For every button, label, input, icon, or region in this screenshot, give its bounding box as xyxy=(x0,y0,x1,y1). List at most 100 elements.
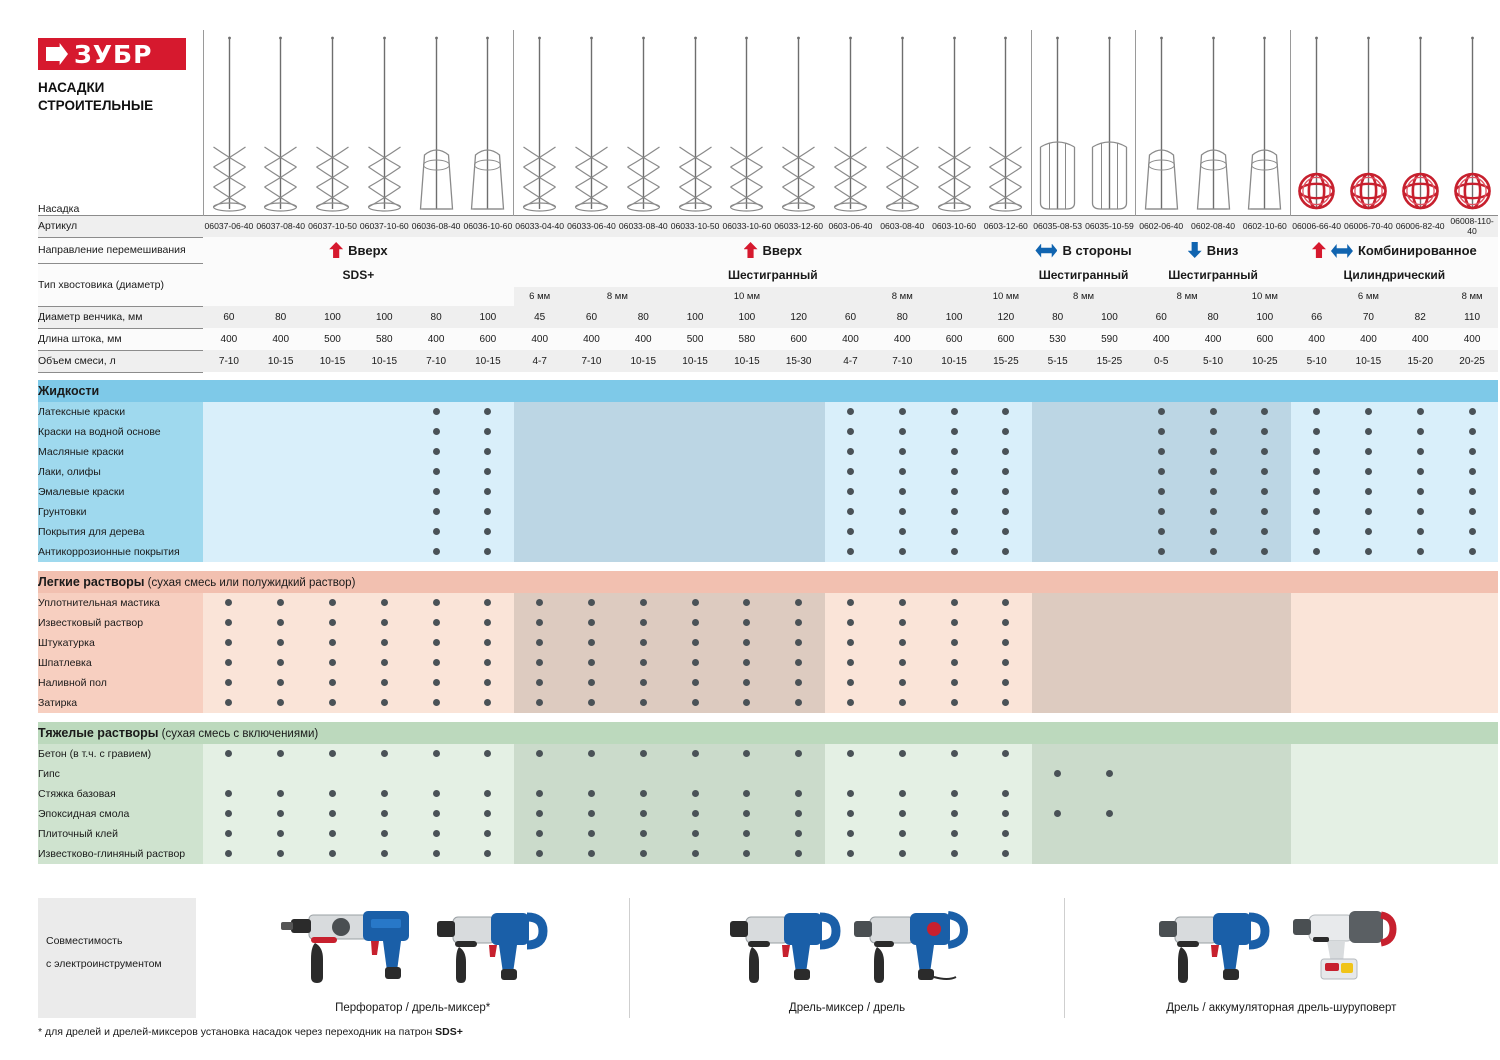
whisk-image-3 xyxy=(358,30,410,215)
compat-cell xyxy=(203,764,255,784)
dot-marker xyxy=(484,468,492,475)
dot-marker xyxy=(1416,488,1424,495)
dot-marker xyxy=(1416,548,1424,555)
dot-marker xyxy=(587,790,595,797)
compat-cell xyxy=(772,764,825,784)
dot-marker xyxy=(846,810,854,817)
whisk-image-23 xyxy=(1394,30,1446,215)
feature-label: Эпоксидная смола xyxy=(38,804,203,824)
mixer-drill-icon xyxy=(724,897,844,990)
compat-cell xyxy=(306,693,359,713)
compat-cell xyxy=(669,784,721,804)
dot-marker xyxy=(1157,408,1165,415)
whisk-image-4 xyxy=(410,30,462,215)
compat-cell xyxy=(772,422,825,442)
compat-cell xyxy=(876,764,929,784)
mix_volume-cell: 7-10 xyxy=(410,350,462,372)
compat-cell xyxy=(1446,673,1498,693)
article-cell: 0602-10-60 xyxy=(1238,214,1291,237)
compat-cell xyxy=(461,804,514,824)
compat-cell xyxy=(876,442,929,462)
whisk_diameter-cell: 100 xyxy=(461,306,514,328)
compat-cell xyxy=(1083,844,1136,864)
dot-marker xyxy=(277,699,285,706)
compat-cell xyxy=(720,482,773,502)
compat-cell xyxy=(1083,633,1136,653)
compat-cell xyxy=(928,764,980,784)
compat-cell xyxy=(1187,402,1239,422)
dot-marker xyxy=(328,830,336,837)
compat-cell xyxy=(979,633,1032,653)
compat-cell xyxy=(358,653,411,673)
whisk_diameter-cell: 100 xyxy=(1238,306,1291,328)
feature-label: Известково-глиняный раствор xyxy=(38,844,203,864)
table-row: Краски на водной основе xyxy=(38,422,1498,442)
compat-cell xyxy=(1394,442,1447,462)
compat-cell xyxy=(461,402,514,422)
dot-marker xyxy=(1209,428,1217,435)
dot-marker xyxy=(380,790,388,797)
section-title-text: Легкие растворы xyxy=(38,575,145,589)
compat-cell xyxy=(461,613,514,633)
shaft_length-row: Длина штока, мм 400 400 500 580 400 600 400 400 4… xyxy=(38,328,1498,351)
compat-cell xyxy=(358,502,411,522)
shaft_length-cell: 590 xyxy=(1083,328,1136,350)
compat-cell xyxy=(928,673,980,693)
compat-cell xyxy=(720,613,773,633)
compat-cell xyxy=(720,442,773,462)
compat-cell xyxy=(306,502,359,522)
compat-cell xyxy=(1446,542,1498,562)
compat-cell xyxy=(1083,673,1136,693)
compat-cell xyxy=(358,764,411,784)
drill-icon xyxy=(1153,897,1273,990)
dot-marker xyxy=(1313,548,1321,555)
dot-marker xyxy=(691,790,699,797)
compat-cell xyxy=(565,462,618,482)
compat-cell xyxy=(928,482,980,502)
feature-label: Затирка xyxy=(38,693,203,713)
compat-cell xyxy=(979,422,1032,442)
mix_volume-cell: 15-25 xyxy=(979,350,1032,372)
compat-cell xyxy=(1135,824,1188,844)
dot-marker xyxy=(795,679,803,686)
compat-cell xyxy=(720,502,773,522)
dot-marker xyxy=(328,639,336,646)
compat-cell xyxy=(1290,593,1343,613)
compat-cell xyxy=(1135,442,1188,462)
compat-cell xyxy=(1187,593,1239,613)
dot-marker xyxy=(898,830,906,837)
compat-cell xyxy=(824,613,877,633)
compat-cell xyxy=(1187,422,1239,442)
dot-marker xyxy=(1002,468,1010,475)
dot-marker xyxy=(536,830,544,837)
compat-cell xyxy=(513,442,566,462)
compat-cell xyxy=(772,502,825,522)
whisk-image-1 xyxy=(255,30,307,215)
compat-cell xyxy=(306,402,359,422)
whisk-image-row: Насадка xyxy=(38,30,1498,215)
compat-cell xyxy=(1394,482,1447,502)
dot-marker xyxy=(1313,488,1321,495)
whisk-image-17 xyxy=(1084,30,1136,215)
arrow-up-icon xyxy=(743,242,758,258)
dot-marker xyxy=(639,679,647,686)
compat-cell xyxy=(254,804,307,824)
compat-cell xyxy=(410,693,462,713)
table-row: Эпоксидная смола xyxy=(38,804,1498,824)
compat-cell xyxy=(1446,442,1498,462)
dot-marker xyxy=(898,679,906,686)
compat-cell xyxy=(358,422,411,442)
mixer-drill-icon xyxy=(431,897,551,990)
dot-marker xyxy=(898,810,906,817)
compat-cell xyxy=(1238,653,1291,673)
compat-cell xyxy=(513,784,566,804)
dot-marker xyxy=(1261,528,1269,535)
dot-marker xyxy=(1002,548,1010,555)
compat-cell xyxy=(1394,613,1447,633)
compat-cell xyxy=(928,542,980,562)
dot-marker xyxy=(484,810,492,817)
whisk-image-15 xyxy=(980,30,1032,215)
compat-cell xyxy=(1394,673,1447,693)
dot-marker xyxy=(277,659,285,666)
feature-label: Уплотнительная мастика xyxy=(38,593,203,613)
